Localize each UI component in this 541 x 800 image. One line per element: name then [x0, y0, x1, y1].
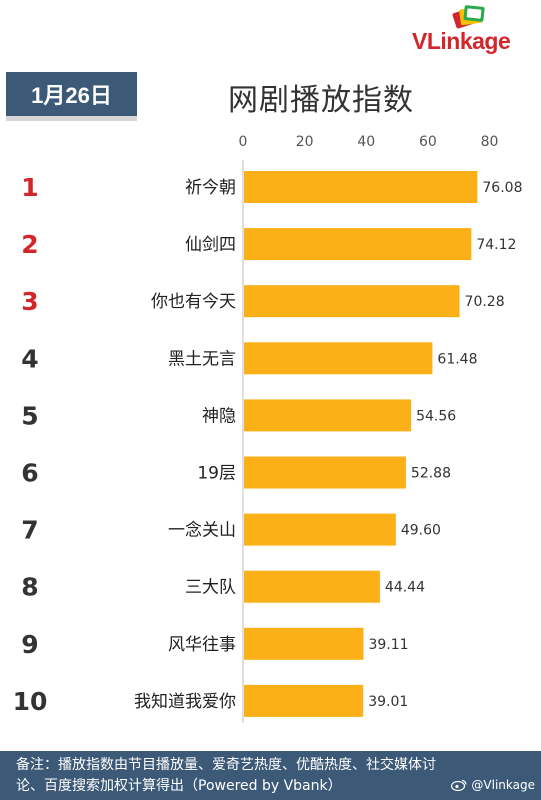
x-tick-label-1: 20	[296, 134, 314, 150]
weibo-watermark: @Vlinkage	[451, 778, 535, 792]
weibo-icon	[451, 779, 468, 791]
category-label: 我知道我爱你	[134, 692, 236, 712]
bar	[244, 228, 472, 261]
x-tick-label-3: 60	[419, 134, 437, 150]
category-label: 19层	[197, 464, 236, 484]
bar	[244, 456, 406, 489]
bar-chart: 0 20 40 60 80 1 祈今朝 76.08 2 仙剑四 74.12 3 你也有今天 70.28 4 黑…	[13, 134, 522, 723]
rank-label: 5	[21, 401, 38, 430]
bar	[244, 627, 364, 660]
category-label: 祈今朝	[185, 178, 236, 198]
weibo-handle: @Vlinkage	[471, 778, 535, 792]
value-label: 74.12	[476, 237, 516, 253]
date-badge: 1月26日	[6, 72, 137, 121]
chart-title: 网剧播放指数	[228, 83, 414, 118]
bar	[244, 570, 380, 603]
x-tick-label-2: 40	[357, 134, 375, 150]
bar	[244, 684, 364, 717]
brand-logo: VLinkage	[412, 4, 536, 56]
value-label: 44.44	[385, 580, 425, 596]
rank-label: 9	[21, 630, 38, 659]
x-tick-label-0: 0	[239, 134, 248, 150]
rank-label: 4	[21, 344, 38, 373]
value-label: 39.11	[368, 637, 408, 653]
category-label: 仙剑四	[185, 235, 236, 255]
category-label: 神隐	[202, 406, 236, 426]
footer-note: 备注：播放指数由节目播放量、爱奇艺热度、优酷热度、社交媒体讨 论、百度搜索加权计…	[0, 751, 541, 800]
value-label: 54.56	[416, 408, 456, 424]
category-label: 风华往事	[168, 635, 236, 655]
footer-note-line-2: 论、百度搜索加权计算得出（Powered by Vbank）	[16, 778, 342, 794]
value-label: 39.01	[368, 694, 408, 710]
bar	[244, 513, 396, 546]
rank-label: 3	[21, 287, 38, 316]
rank-label: 6	[21, 459, 38, 488]
category-label: 一念关山	[168, 520, 236, 541]
x-tick-label-4: 80	[481, 134, 499, 150]
value-label: 76.08	[482, 180, 522, 196]
bar	[244, 399, 412, 432]
value-label: 70.28	[465, 294, 505, 310]
rank-label: 7	[21, 516, 38, 545]
bar	[244, 342, 433, 375]
value-label: 49.60	[401, 523, 441, 539]
rank-label: 2	[21, 230, 38, 259]
bar	[244, 285, 460, 318]
rank-label: 1	[21, 173, 38, 202]
rank-label: 8	[21, 573, 38, 602]
logo-cards-icon	[452, 5, 485, 29]
footer-note-line-1: 备注：播放指数由节目播放量、爱奇艺热度、优酷热度、社交媒体讨	[16, 757, 436, 773]
value-label: 52.88	[411, 466, 451, 482]
bar	[244, 171, 478, 203]
brand-name: VLinkage	[412, 28, 511, 54]
category-label: 你也有今天	[151, 292, 236, 312]
rank-label: 10	[13, 687, 48, 716]
category-label: 黑土无言	[168, 349, 236, 369]
category-label: 三大队	[185, 578, 236, 598]
value-label: 61.48	[437, 351, 477, 367]
